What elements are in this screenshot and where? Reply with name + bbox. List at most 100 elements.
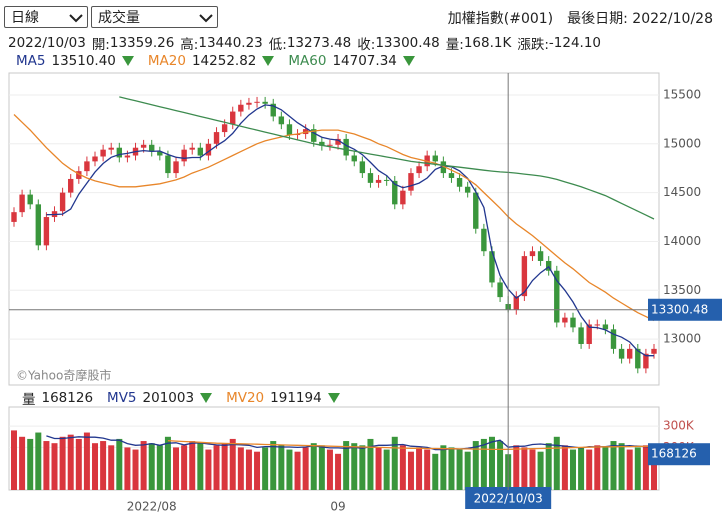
candle-body	[327, 144, 333, 146]
candle-body	[359, 161, 366, 174]
volume-bar	[610, 441, 617, 490]
candle-body	[262, 101, 268, 104]
volume-bar	[351, 443, 358, 490]
candle-body	[367, 173, 374, 183]
volume-bar	[480, 438, 487, 490]
candle-body	[473, 192, 479, 229]
volume-bar	[651, 449, 657, 490]
volume-bar	[569, 449, 576, 490]
candle-body	[230, 111, 236, 125]
info-label: 漲跌:	[517, 37, 549, 53]
volume-bar	[108, 445, 115, 490]
volume-bar	[537, 451, 544, 490]
x-tick-label: 09	[330, 500, 345, 514]
volume-bar	[11, 430, 17, 490]
volume-bar	[310, 443, 317, 490]
volume-bar	[367, 438, 374, 490]
candle-body	[197, 147, 204, 156]
watermark: ©Yahoo奇摩股市	[16, 368, 111, 383]
chevron	[69, 14, 83, 23]
volume-bar	[254, 451, 261, 490]
y-tick-label: 14000	[663, 234, 701, 248]
info-value: 168.1K	[463, 35, 512, 51]
volume-bar	[262, 447, 269, 490]
candle-body	[497, 282, 503, 298]
volume-bar	[245, 449, 252, 490]
ma-name: MA60	[288, 53, 327, 69]
volume-bar	[391, 436, 398, 490]
candle-body	[400, 190, 406, 205]
candle-body	[392, 180, 398, 205]
volume-bar	[221, 443, 228, 490]
volume-bar	[626, 449, 633, 490]
candle-body	[554, 270, 560, 323]
candle-body	[635, 348, 641, 369]
volume-bar	[464, 451, 471, 490]
candle-body	[59, 192, 66, 212]
volume-bar	[343, 441, 350, 490]
volume-tick-label: 300K	[663, 419, 695, 433]
title-bar: 加權指數(#001) 最後日期: 2022/10/28	[448, 8, 713, 28]
candle-body	[68, 178, 74, 193]
candle-body	[165, 155, 171, 174]
candle-body	[626, 348, 633, 359]
candle-body	[254, 101, 260, 103]
ma-name: MA5	[16, 53, 46, 69]
volume-bar	[59, 436, 66, 490]
candle-body	[149, 144, 155, 152]
volume-bar	[375, 447, 382, 490]
candle-body	[562, 317, 568, 323]
period: 日線	[11, 10, 39, 26]
y-tick-label: 15000	[663, 136, 701, 150]
candle-body	[173, 161, 179, 174]
cursor-price-box	[648, 298, 722, 321]
volume-bar	[318, 445, 325, 490]
ma-value: 13510.40	[51, 53, 116, 69]
candle-body	[651, 348, 657, 354]
volume-bar	[432, 453, 439, 490]
down-arrow	[402, 56, 415, 66]
candle-body	[351, 155, 357, 162]
mv-line	[167, 439, 654, 451]
candle-body	[27, 194, 33, 205]
indicator: 成交量	[98, 10, 140, 26]
candle-body	[464, 186, 471, 193]
volume-bar	[497, 441, 504, 490]
candle-body	[375, 179, 382, 183]
volume-bar	[100, 441, 107, 490]
candle-body	[43, 217, 50, 246]
volume-bar	[424, 449, 431, 490]
cursor-volume: 168126	[651, 447, 697, 461]
volume-bar	[642, 445, 649, 490]
candle-body	[586, 324, 592, 344]
candle-body	[602, 324, 609, 330]
volume-bar	[197, 443, 204, 490]
volume-bar	[75, 438, 82, 490]
candle-body	[335, 138, 341, 145]
volume-bar	[335, 453, 342, 490]
indicator-select[interactable]: 成交量	[91, 6, 218, 28]
candle-body	[246, 102, 252, 105]
arrow-shape	[121, 56, 134, 66]
volume-bar	[189, 441, 196, 490]
candle-body	[618, 348, 625, 359]
candle-body	[213, 132, 220, 144]
volume-name: 量	[22, 392, 36, 408]
candle-body	[408, 173, 414, 191]
candle-body	[238, 104, 244, 112]
down-arrow	[121, 56, 134, 66]
volume-bar	[213, 445, 220, 490]
candle-body	[189, 147, 195, 150]
candle-body	[181, 149, 187, 162]
info-line: 2022/10/03 開: 13359.26 高: 13440.23 低: 13273.48…	[8, 33, 607, 53]
ma-name: MA20	[147, 53, 186, 69]
ma-line	[13, 114, 655, 322]
volume-bar	[294, 451, 301, 490]
info-label: 收:	[357, 37, 376, 53]
period-select[interactable]: 日線	[4, 6, 88, 28]
mv-value: 201003	[142, 390, 195, 406]
volume-bar	[553, 436, 560, 490]
arrow-shape	[402, 56, 415, 66]
